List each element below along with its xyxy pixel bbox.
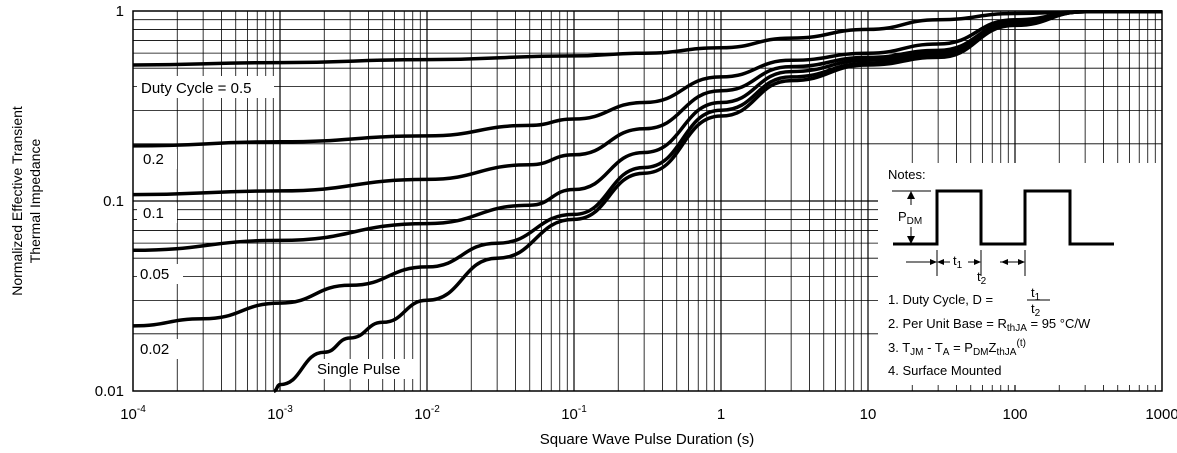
label-bg-0-02 <box>137 339 183 359</box>
pulse-waveform <box>893 189 1114 246</box>
note-1-numerator: t1 <box>1031 285 1041 303</box>
label-bg-duty-0-5 <box>137 76 274 98</box>
t2-arrow-end <box>1018 259 1025 265</box>
label-bg-0-05 <box>137 264 183 284</box>
series-label-0-2: 0.2 <box>143 151 164 168</box>
series-label-single-pulse: Single Pulse <box>317 361 400 378</box>
pdm-arrow-up <box>907 191 915 199</box>
x-tick-label: 10-2 <box>414 404 440 423</box>
series-label-0-1: 0.1 <box>143 205 164 222</box>
series-label-duty-0-5: Duty Cycle = 0.5 <box>141 80 251 97</box>
series-line-5 <box>273 10 1162 393</box>
notes-panel: Notes: PDM t1 t2 1. Duty Cycle, D = t1 t… <box>878 163 1168 385</box>
t1-label: t1 <box>953 253 963 271</box>
notes-background <box>878 163 1168 385</box>
axis-ticks: 10-4 10-3 10-2 10-1 1 10 100 1000 1 0.1 0.01 <box>95 3 1177 423</box>
x-tick-label: 10 <box>860 406 877 423</box>
t1-arrow-left <box>937 259 944 265</box>
label-bg-0-1 <box>137 203 177 223</box>
t1-label-bg <box>950 252 968 272</box>
series-group <box>132 10 1162 393</box>
x-tick-label: 1 <box>717 406 725 423</box>
series-labels: Duty Cycle = 0.5 0.2 0.1 0.05 0.02 Singl… <box>137 76 417 379</box>
series-label-0-02: 0.02 <box>140 341 169 358</box>
t2-arrow-right-end <box>930 259 937 265</box>
series-line-0 <box>132 10 1162 67</box>
note-4: 4. Surface Mounted <box>888 363 1001 378</box>
y-tick-label: 1 <box>116 3 124 20</box>
note-2: 2. Per Unit Base = RthJA = 95 °C/W <box>888 316 1091 334</box>
t2-arrow-left-end <box>1001 259 1008 265</box>
t2-label: t2 <box>977 269 987 287</box>
label-bg-0-2 <box>137 149 177 169</box>
note-3: 3. TJM - TA = PDMZthJA(t) <box>888 338 1026 358</box>
grid-lines <box>133 11 1162 391</box>
series-line-1 <box>132 10 1162 148</box>
y-tick-label: 0.01 <box>95 383 124 400</box>
note-1-text: 1. Duty Cycle, D = <box>888 292 993 307</box>
x-tick-label: 10-4 <box>120 404 146 423</box>
x-tick-label: 1000 <box>1145 406 1177 423</box>
notes-title: Notes: <box>888 167 926 182</box>
x-tick-label: 100 <box>1002 406 1027 423</box>
x-tick-label: 10-3 <box>267 404 293 423</box>
label-bg-single-pulse <box>313 359 417 379</box>
x-tick-label: 10-1 <box>561 404 587 423</box>
t1-arrow-right <box>974 259 981 265</box>
plot-border <box>132 10 1163 392</box>
y-axis-label-line1: Normalized Effective Transient <box>9 106 25 296</box>
y-axis-label-line2: Thermal Impedance <box>27 139 43 264</box>
pdm-label-bg <box>896 205 934 227</box>
x-axis-label: Square Wave Pulse Duration (s) <box>540 431 755 448</box>
pdm-arrow-down <box>907 236 915 244</box>
pdm-label: PDM <box>898 209 922 227</box>
y-tick-label: 0.1 <box>103 193 124 210</box>
series-label-0-05: 0.05 <box>140 266 169 283</box>
note-1-denominator: t2 <box>1031 301 1041 319</box>
